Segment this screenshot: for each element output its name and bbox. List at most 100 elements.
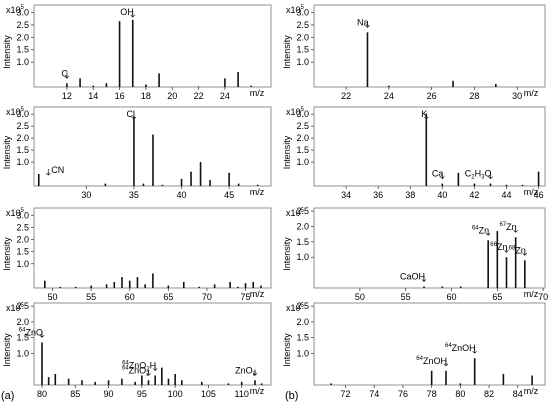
annotation-arrow bbox=[152, 364, 158, 372]
y-tick-label: 2.5 bbox=[296, 121, 309, 131]
peak-annotation: 64ZnO bbox=[19, 327, 43, 337]
plot-frame bbox=[313, 302, 546, 386]
peak-annotation: 68Zn bbox=[509, 245, 526, 255]
x-tick-label: 95 bbox=[137, 389, 147, 399]
x-tick-label: 70 bbox=[538, 292, 548, 302]
x-tick-label: 20 bbox=[167, 91, 177, 101]
peak-annotation: 64ZnOH bbox=[416, 356, 447, 366]
y-tick-label: 2.5 bbox=[16, 20, 29, 30]
y-tick-label: 2.5 bbox=[296, 206, 309, 216]
y-tick-label: 2.5 bbox=[16, 121, 29, 131]
y-tick-label: 2.0 bbox=[16, 32, 29, 42]
annotation-arrow bbox=[424, 113, 429, 120]
x-tick-label: 30 bbox=[512, 91, 522, 101]
y-tick-label: 2.5 bbox=[296, 301, 309, 311]
y-axis-label: Intensity bbox=[2, 135, 12, 169]
chart-a1: 1.0 1.5 2.0 2.5 3.0 12 14 16 18 20 22 24 m/z Intensit… bbox=[2, 4, 272, 101]
x-axis-label: m/z bbox=[250, 289, 265, 299]
x-tick-label: 28 bbox=[469, 91, 479, 101]
x-axis-label: m/z bbox=[250, 88, 265, 98]
y-scale-factor: x105 bbox=[6, 5, 25, 15]
y-tick-label: 2.0 bbox=[16, 133, 29, 143]
y-tick-label: 2.5 bbox=[16, 301, 29, 311]
figure-label-b: (b) bbox=[285, 390, 298, 402]
annotation-arrow bbox=[504, 246, 509, 253]
y-tick-label: 1.0 bbox=[296, 252, 309, 262]
y-tick-label: 1.5 bbox=[16, 145, 29, 155]
chart-a2: 1.0 1.5 2.0 2.5 3.0 30 35 40 45 m/z Intensity x105 C… bbox=[2, 106, 272, 200]
y-tick-label: 3.0 bbox=[296, 7, 309, 17]
y-tick-label: 1.5 bbox=[16, 45, 29, 55]
x-tick-label: 30 bbox=[81, 190, 91, 200]
y-tick-label: 1.5 bbox=[296, 45, 309, 55]
y-tick-label: 1.0 bbox=[16, 259, 29, 269]
peak-annotation: 64Zn bbox=[472, 225, 489, 235]
x-tick-label: 22 bbox=[341, 91, 351, 101]
x-tick-label: 90 bbox=[104, 389, 114, 399]
peak-annotation: Ca bbox=[432, 169, 444, 179]
annotation-arrow bbox=[130, 11, 135, 18]
y-axis-label: Intensity bbox=[2, 237, 12, 271]
annotation-arrow bbox=[64, 72, 70, 79]
annotation-arrow bbox=[472, 347, 477, 354]
y-axis-label: Intensity bbox=[282, 237, 292, 271]
y-axis-label: Intensity bbox=[282, 135, 292, 169]
chart-b3: 1.0 1.5 2.0 2.5 50 55 60 65 70m/z Intensity x105 Ca… bbox=[282, 206, 548, 302]
y-tick-label: 2.0 bbox=[296, 32, 309, 42]
y-tick-label: 3.0 bbox=[296, 109, 309, 119]
y-scale-factor: x105 bbox=[6, 208, 25, 218]
x-tick-label: 36 bbox=[373, 190, 383, 200]
x-tick-label: 110 bbox=[235, 389, 249, 399]
x-tick-label: 18 bbox=[141, 91, 151, 101]
x-tick-label: 46 bbox=[534, 190, 544, 200]
x-tick-label: 24 bbox=[384, 91, 394, 101]
x-tick-label: 34 bbox=[341, 190, 351, 200]
y-scale-factor: x105 bbox=[6, 303, 25, 313]
y-scale-factor: x105 bbox=[286, 303, 305, 313]
peak-annotation: Na bbox=[357, 17, 369, 27]
x-tick-label: 80 bbox=[37, 389, 47, 399]
x-tick-label: 80 bbox=[455, 389, 465, 399]
x-tick-label: 16 bbox=[115, 91, 125, 101]
peak-annotation: K bbox=[421, 109, 427, 119]
y-tick-label: 3.0 bbox=[16, 7, 29, 17]
y-scale-factor: x105 bbox=[6, 107, 25, 117]
y-tick-label: 1.0 bbox=[16, 57, 29, 67]
x-axis-label: m/z bbox=[524, 187, 539, 197]
x-tick-label: 24 bbox=[220, 91, 230, 101]
peak-annotation: OH bbox=[120, 7, 134, 17]
x-tick-label: 42 bbox=[469, 190, 479, 200]
chart-b1: 1.0 1.5 2.0 2.5 3.0 22 24 26 28 30 m/z Intensity x10… bbox=[282, 4, 546, 101]
peak-annotation: CN bbox=[51, 165, 64, 175]
y-scale-factor: x105 bbox=[286, 107, 305, 117]
y-tick-label: 2.0 bbox=[16, 235, 29, 245]
plot-frame bbox=[313, 4, 546, 88]
plot-frame bbox=[313, 106, 546, 187]
figure-label-a: (a) bbox=[1, 390, 14, 402]
chart-a4: 1.0 1.5 2.0 2.5 80 85 90 95 100 105 110 m/z Intensit… bbox=[2, 301, 272, 399]
x-tick-label: 14 bbox=[88, 91, 98, 101]
x-tick-label: 78 bbox=[427, 389, 437, 399]
x-tick-label: 76 bbox=[398, 389, 408, 399]
annotation-arrow bbox=[485, 229, 491, 236]
x-tick-label: 72 bbox=[341, 389, 351, 399]
x-tick-label: 35 bbox=[129, 190, 139, 200]
peak-annotation: C bbox=[61, 68, 68, 78]
annotation-arrow bbox=[365, 21, 370, 28]
x-tick-label: 82 bbox=[484, 389, 494, 399]
peak-annotation: 64ZnOH bbox=[445, 343, 476, 353]
x-tick-label: 50 bbox=[48, 292, 58, 302]
x-tick-label: 75 bbox=[241, 292, 251, 302]
annotation-arrow bbox=[252, 369, 258, 376]
x-tick-label: 44 bbox=[501, 190, 511, 200]
annotation-arrow bbox=[513, 226, 518, 233]
x-tick-label: 22 bbox=[194, 91, 204, 101]
chart-a3: 1.0 1.5 2.0 2.5 3.0 50 55 60 65 70 75 m/z Intensity x… bbox=[2, 207, 272, 302]
plot-frame bbox=[33, 4, 272, 88]
annotation-arrow bbox=[421, 275, 427, 282]
x-tick-label: 85 bbox=[70, 389, 80, 399]
x-tick-label: 70 bbox=[202, 292, 212, 302]
y-tick-label: 2.0 bbox=[296, 133, 309, 143]
y-tick-label: 1.0 bbox=[296, 348, 309, 358]
